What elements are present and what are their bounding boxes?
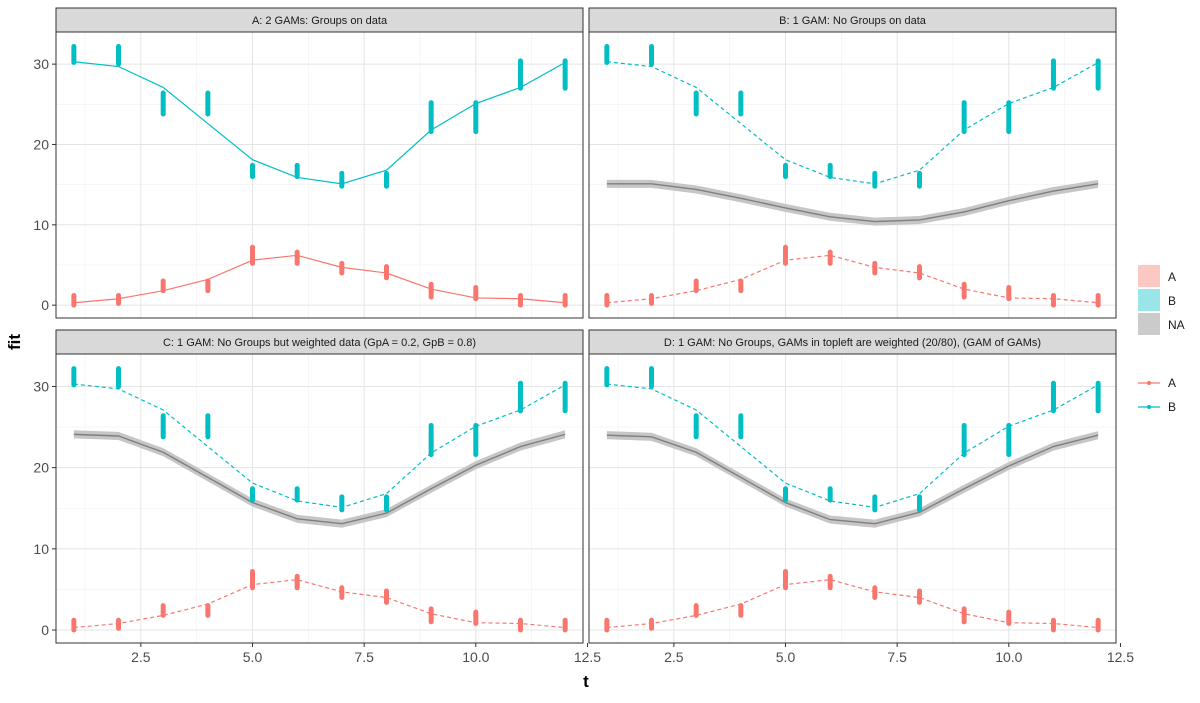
fit-line-b xyxy=(606,61,1099,185)
facet-title: B: 1 GAM: No Groups on data xyxy=(779,15,927,27)
x-tick-label: 10.0 xyxy=(462,649,489,665)
panel-border xyxy=(55,353,584,644)
facet-strip xyxy=(588,329,1117,355)
fit-line-a xyxy=(606,254,1099,304)
facet-title: D: 1 GAM: No Groups, GAMs in topleft are… xyxy=(664,337,1041,349)
plot-area xyxy=(589,354,1116,643)
y-tick-label: 20 xyxy=(33,460,49,476)
x-tick-label: 2.5 xyxy=(664,649,684,665)
facet-title: A: 2 GAMs: Groups on data xyxy=(252,15,388,27)
pooled-fit-line xyxy=(73,433,566,525)
fit-line-b xyxy=(73,61,566,185)
panel-border xyxy=(55,31,584,319)
legend-fill-key xyxy=(1138,265,1160,287)
legend-line-label: A xyxy=(1168,376,1176,390)
x-tick-label: 7.5 xyxy=(354,649,374,665)
facet-panel: C: 1 GAM: No Groups but weighted data (G… xyxy=(33,329,601,665)
x-tick-label: 12.5 xyxy=(574,649,601,665)
legend-line-key-point xyxy=(1147,405,1151,409)
legend-fill-key xyxy=(1138,313,1160,335)
x-tick-label: 5.0 xyxy=(243,649,263,665)
plot-area xyxy=(56,354,583,643)
y-tick-label: 10 xyxy=(33,541,49,557)
y-axis-title: fit xyxy=(5,334,24,350)
x-tick-label: 10.0 xyxy=(995,649,1022,665)
panel-border xyxy=(588,31,1117,319)
facet-strip xyxy=(55,329,584,355)
pooled-fit-line xyxy=(606,183,1099,223)
facet-strip xyxy=(55,7,584,33)
fit-line-a xyxy=(73,254,566,304)
plot-area xyxy=(56,32,583,318)
x-tick-label: 7.5 xyxy=(887,649,907,665)
y-tick-label: 30 xyxy=(33,56,49,72)
y-tick-label: 10 xyxy=(33,217,49,233)
facet-panel: D: 1 GAM: No Groups, GAMs in topleft are… xyxy=(588,329,1134,665)
fit-line-b xyxy=(606,383,1099,509)
legend-fill-label: A xyxy=(1168,270,1176,284)
plot-area xyxy=(589,32,1116,318)
fit-line-a xyxy=(606,579,1099,629)
x-tick-label: 12.5 xyxy=(1107,649,1134,665)
x-tick-label: 2.5 xyxy=(131,649,151,665)
facet-panel: A: 2 GAMs: Groups on data 0 10 20 30 xyxy=(33,7,584,319)
fit-line-b xyxy=(73,383,566,509)
facet-panel: B: 1 GAM: No Groups on data xyxy=(588,7,1117,319)
legend-fill-key xyxy=(1138,289,1160,311)
y-tick-label: 0 xyxy=(41,297,49,313)
legend-fill-label: B xyxy=(1168,294,1176,308)
x-tick-label: 5.0 xyxy=(776,649,796,665)
legend-line-key-point xyxy=(1147,381,1151,385)
y-tick-label: 0 xyxy=(41,622,49,638)
y-tick-label: 20 xyxy=(33,136,49,152)
x-axis-title: t xyxy=(583,672,589,691)
pooled-ribbon xyxy=(73,430,566,528)
y-tick-label: 30 xyxy=(33,378,49,394)
panel-border xyxy=(588,353,1117,644)
pooled-fit-line xyxy=(606,434,1099,525)
legend-fill-label: NA xyxy=(1168,318,1185,332)
legend-line-label: B xyxy=(1168,400,1176,414)
pooled-ribbon xyxy=(606,431,1099,528)
fit-line-a xyxy=(73,579,566,629)
facet-strip xyxy=(588,7,1117,33)
facet-title: C: 1 GAM: No Groups but weighted data (G… xyxy=(163,337,476,349)
